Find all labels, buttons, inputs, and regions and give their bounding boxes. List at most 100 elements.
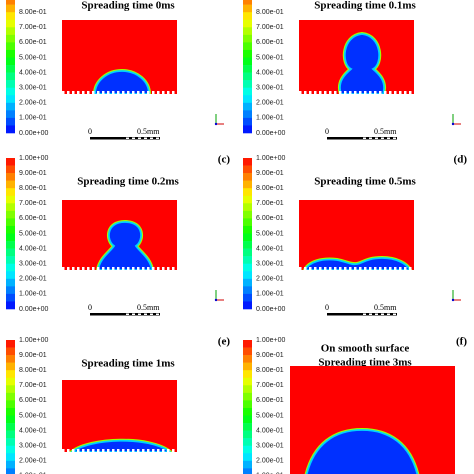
colorbar-band (243, 468, 252, 474)
colorbar-label: 1.00e-01 (256, 291, 284, 298)
colorbar-band (6, 430, 15, 439)
colorbar-band (243, 340, 252, 348)
colorbar-band (6, 301, 15, 310)
scale-bar (327, 137, 397, 140)
colorbar-band (243, 87, 252, 96)
colorbar-band (6, 445, 15, 454)
panel-title: On smooth surface (321, 343, 410, 355)
colorbar-label: 2.00e-01 (256, 458, 284, 465)
colorbar-band (6, 165, 15, 174)
colorbar-band (6, 49, 15, 58)
colorbar-band (6, 117, 15, 126)
scale-bar (327, 313, 397, 316)
panel: 1.00e+009.00e-018.00e-017.00e-016.00e-01… (243, 336, 467, 474)
colorbar-band (243, 377, 252, 386)
panel: 1.00e+009.00e-018.00e-017.00e-016.00e-01… (6, 336, 230, 474)
colorbar-label: 1.00e+00 (256, 155, 285, 162)
colorbar-band (6, 362, 15, 371)
colorbar-band (6, 241, 15, 249)
colorbar-band (6, 158, 15, 166)
panel-content: 1.00e+009.00e-018.00e-017.00e-016.00e-01… (6, 154, 230, 316)
colorbar-label: 5.00e-01 (256, 54, 284, 61)
colorbar-band (6, 370, 15, 379)
colorbar-band (243, 195, 252, 204)
colorbar-band (6, 248, 15, 257)
domain-content (338, 31, 386, 94)
colorbar-band (6, 42, 15, 51)
colorbar-label: 5.00e-01 (19, 54, 47, 61)
colorbar-label: 0.00e+00 (256, 130, 285, 137)
colorbar-band (6, 65, 15, 73)
axis-z (451, 122, 455, 126)
panel-content: 1.00e+009.00e-018.00e-017.00e-016.00e-01… (243, 154, 467, 316)
scale-bar (90, 313, 160, 316)
panel-label: (e) (218, 336, 231, 348)
colorbar-band (243, 4, 252, 13)
colorbar-label: 7.00e-01 (19, 24, 47, 31)
colorbar-band (243, 165, 252, 174)
colorbar-band (6, 173, 15, 181)
colorbar-band (6, 102, 15, 111)
colorbar-band (243, 263, 252, 272)
colorbar-band (6, 0, 15, 5)
colorbar-band (6, 188, 15, 197)
colorbar-band (6, 218, 15, 227)
colorbar-band (243, 407, 252, 416)
colorbar-band (243, 460, 252, 469)
colorbar-label: 4.00e-01 (256, 245, 284, 252)
colorbar-band (6, 256, 15, 264)
colorbar-label: 8.00e-01 (19, 185, 47, 192)
colorbar-band (243, 256, 252, 264)
domain-content (95, 219, 155, 270)
colorbar-label: 0.00e+00 (19, 130, 48, 137)
colorbar-label: 2.00e-01 (19, 276, 47, 283)
panel-title: Spreading time 1ms (81, 358, 175, 370)
colorbar-label: 7.00e-01 (19, 200, 47, 207)
colorbar-label: 3.00e-01 (19, 85, 47, 92)
panel-title: Spreading time 0ms (81, 0, 175, 12)
colorbar-band (6, 438, 15, 446)
colorbar-label: 8.00e-01 (256, 367, 284, 374)
colorbar-band (243, 385, 252, 394)
domain-content (68, 438, 174, 452)
colorbar-label: 9.00e-01 (19, 352, 47, 359)
colorbar-band (6, 225, 15, 234)
colorbar-band (6, 278, 15, 287)
colorbar-band (6, 385, 15, 394)
colorbar-label: 4.00e-01 (256, 427, 284, 434)
panel-label: (f) (456, 336, 467, 348)
colorbar-label: 8.00e-01 (19, 367, 47, 374)
colorbar-label: 3.00e-01 (256, 443, 284, 450)
colorbar-band (243, 347, 252, 356)
colorbar-label: 6.00e-01 (19, 215, 47, 222)
colorbar-band (243, 453, 252, 462)
colorbar-label: 4.00e-01 (256, 69, 284, 76)
colorbar-band (243, 233, 252, 242)
colorbar-label: 0.00e+00 (256, 306, 285, 313)
colorbar-label: 8.00e-01 (256, 185, 284, 192)
panel-title: Spreading time 3ms (318, 357, 412, 369)
panel: 1.00e+009.00e-018.00e-017.00e-016.00e-01… (243, 0, 461, 140)
colorbar-band (243, 27, 252, 36)
panel-title: Spreading time 0.1ms (314, 0, 416, 12)
colorbar-band (6, 468, 15, 474)
droplet (97, 221, 153, 270)
colorbar-label: 8.00e-01 (256, 9, 284, 16)
colorbar-label: 5.00e-01 (256, 412, 284, 419)
colorbar-band (243, 158, 252, 166)
colorbar-band (6, 19, 15, 28)
colorbar-band (6, 125, 15, 134)
colorbar-label: 6.00e-01 (256, 39, 284, 46)
axis-z (451, 298, 455, 302)
panel-content: 1.00e+009.00e-018.00e-017.00e-016.00e-01… (243, 336, 467, 474)
colorbar-label: 3.00e-01 (19, 261, 47, 268)
panel-content: 1.00e+009.00e-018.00e-017.00e-016.00e-01… (243, 0, 461, 140)
colorbar-band (243, 12, 252, 21)
colorbar-band (243, 293, 252, 302)
colorbar-band (6, 460, 15, 469)
scale-label: 0.5mm (374, 303, 397, 312)
colorbar-band (6, 95, 15, 104)
colorbar-band (6, 57, 15, 66)
colorbar-label: 1.00e+00 (19, 337, 48, 344)
colorbar-label: 7.00e-01 (256, 382, 284, 389)
